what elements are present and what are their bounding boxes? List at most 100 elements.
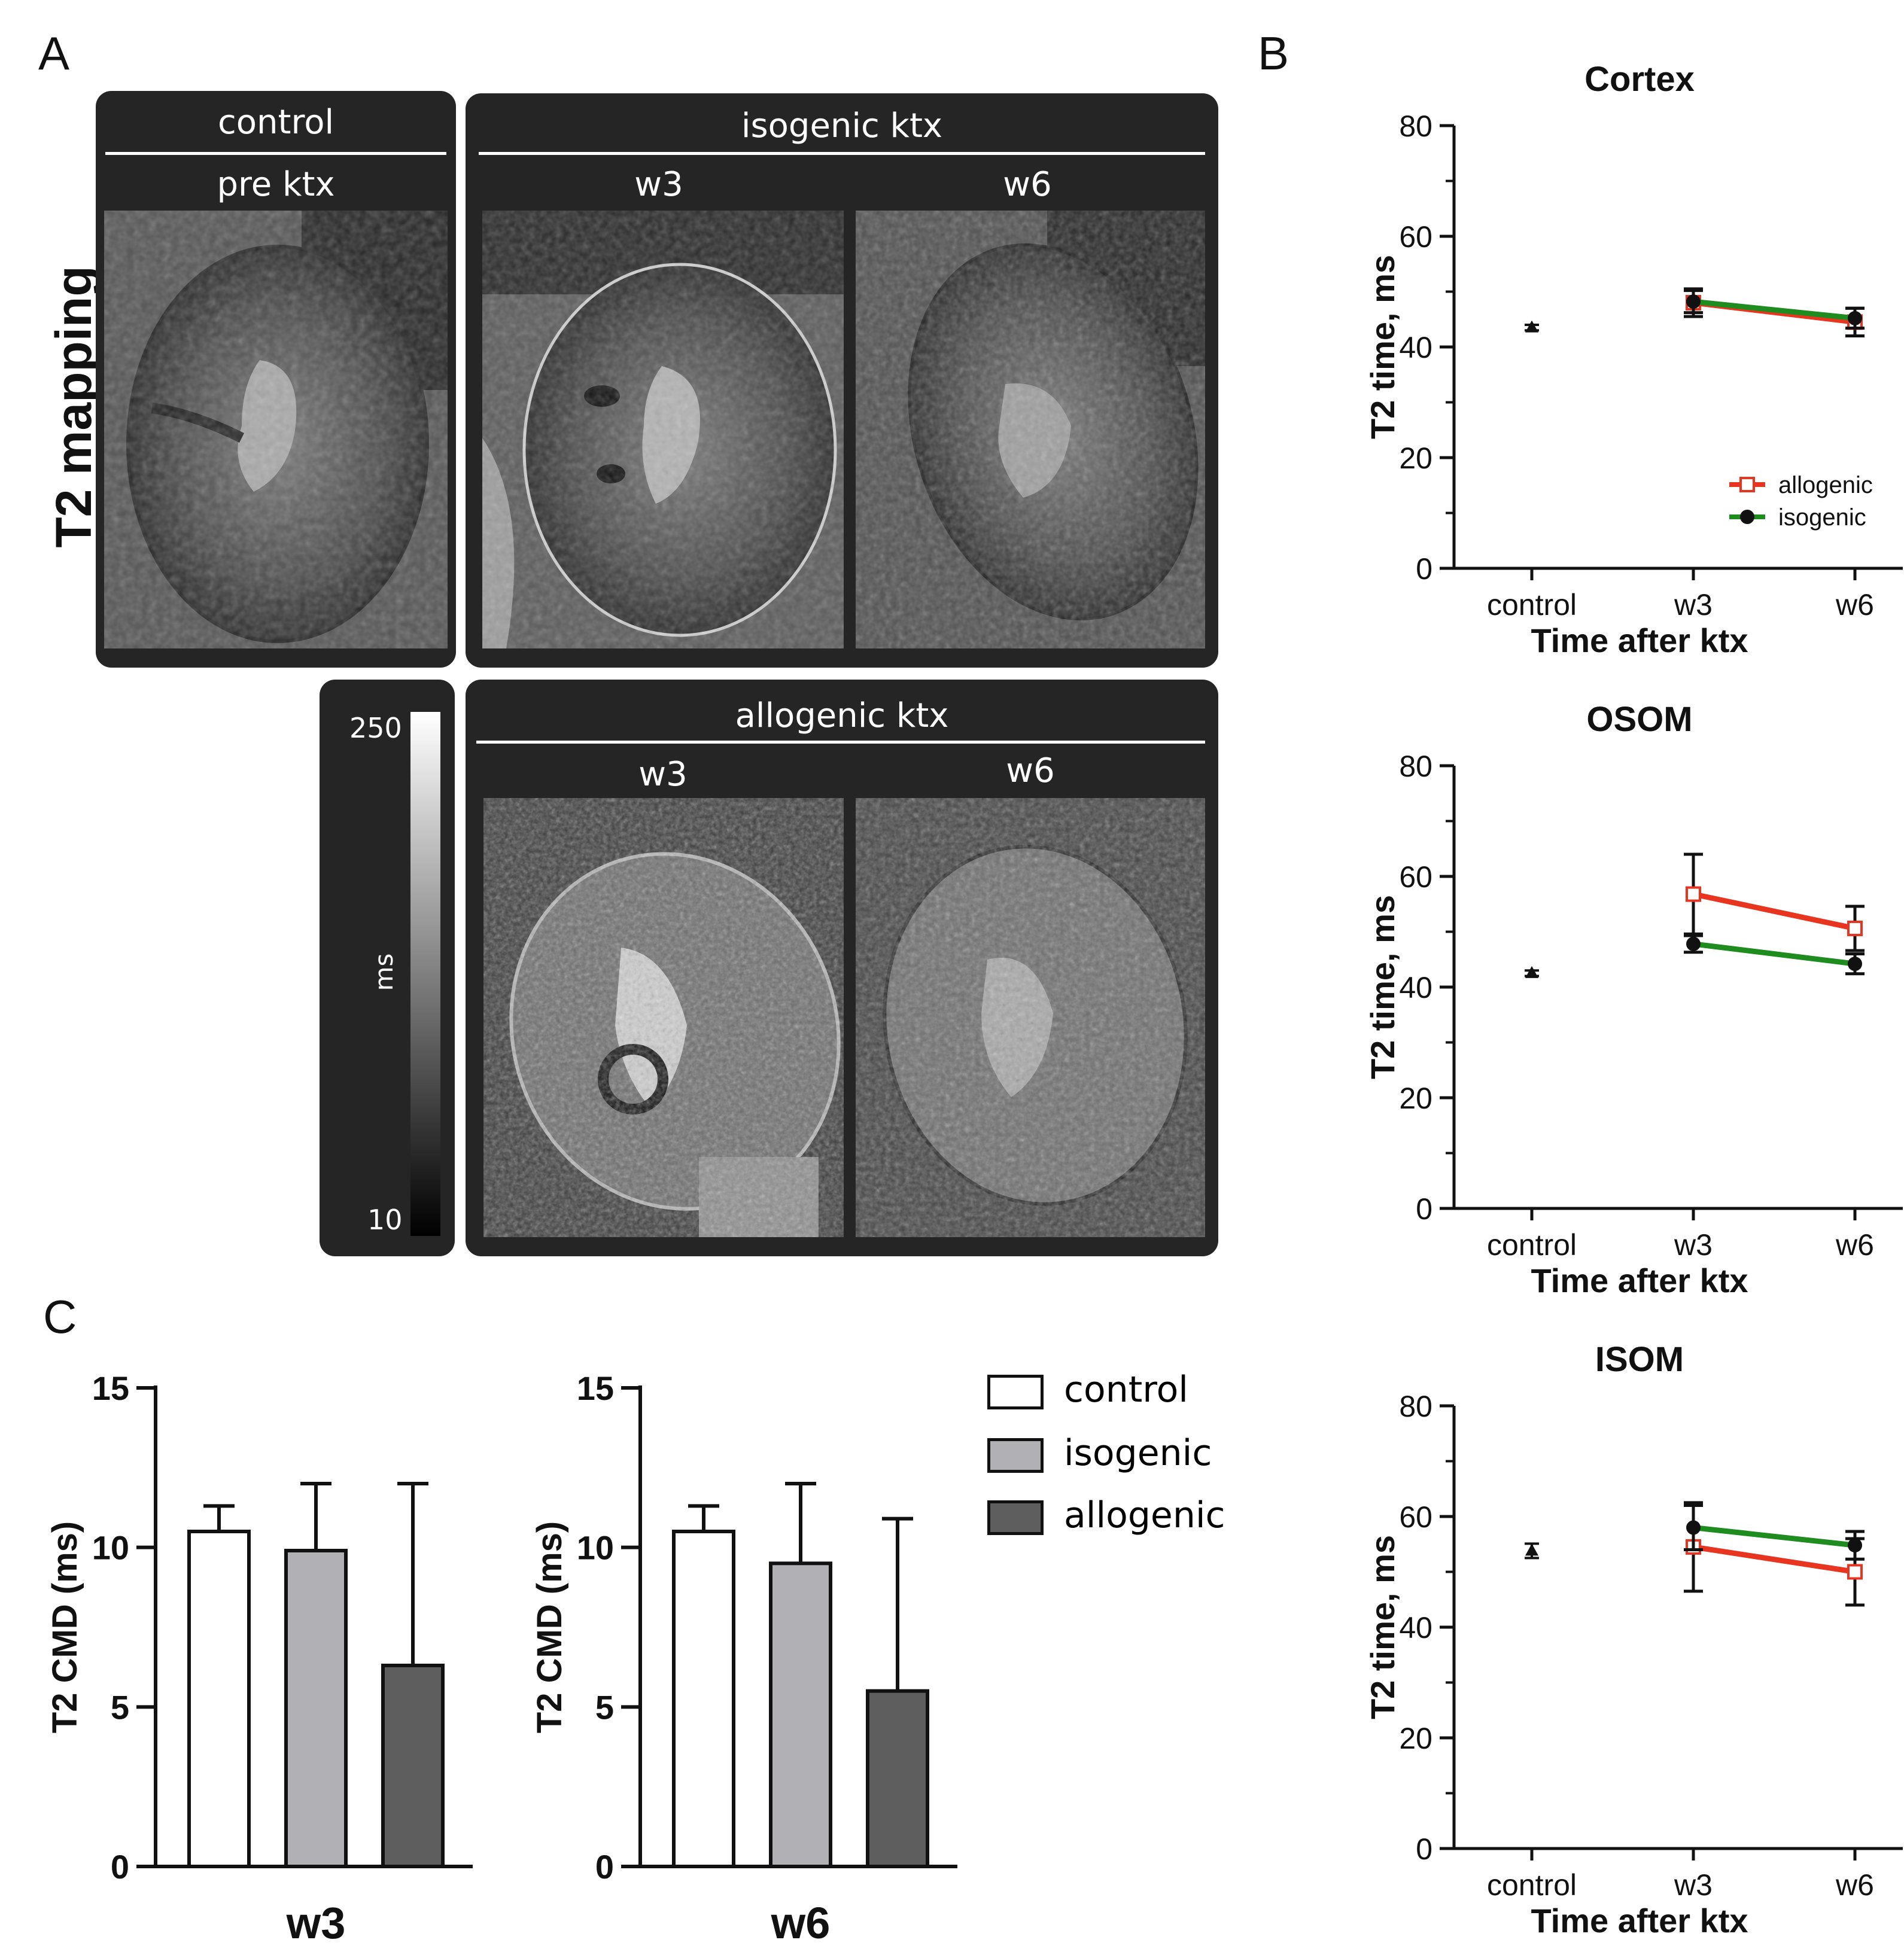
c0-y-tick-label-4: 80 xyxy=(1399,109,1432,143)
c0-x-tick-label-0: control xyxy=(1487,588,1577,622)
allogenic-col-w3: w3 xyxy=(638,755,688,794)
control-pre-ktx-scan xyxy=(104,211,448,648)
colorbar xyxy=(410,712,440,1236)
c0-legend-marker-isogenic xyxy=(1740,510,1754,524)
c2-y-tick-label-0: 0 xyxy=(1416,1832,1432,1866)
c1-control-point xyxy=(1525,966,1538,978)
c2-isogenic-point-2 xyxy=(1848,1538,1862,1553)
c1-allogenic-point-1 xyxy=(1686,886,1701,902)
c3-y-tick-label-0: 0 xyxy=(111,1848,129,1886)
isogenic-title: isogenic ktx xyxy=(741,106,943,145)
c4-bar-control xyxy=(672,1530,735,1868)
c2-allogenic-point-2 xyxy=(1847,1564,1863,1580)
c0-isogenic-point-1 xyxy=(1686,294,1701,309)
c0-x-tick-label-2: w6 xyxy=(1835,588,1874,622)
c3-bar-allogenic xyxy=(381,1664,445,1868)
c2-allogenic-line-0 xyxy=(1693,1544,1856,1575)
c0-x-tick-label-1: w3 xyxy=(1674,588,1713,622)
bar-legend: control isogenic allogenic xyxy=(987,1364,1239,1543)
c1-allogenic-point-2 xyxy=(1847,920,1863,936)
c3-y-tick-label-3: 15 xyxy=(92,1369,129,1407)
c1-isogenic-line-0 xyxy=(1693,941,1856,967)
c0-x-label: Time after ktx xyxy=(1531,622,1748,659)
c2-isogenic-point-1 xyxy=(1686,1520,1701,1535)
c2-control-point xyxy=(1525,1543,1538,1556)
legend-label-allogenic: allogenic xyxy=(1064,1494,1225,1536)
c0-legend-marker-allogenic xyxy=(1739,477,1755,492)
allogenic-w3-scan xyxy=(483,798,844,1237)
c2-y-tick-label-3: 60 xyxy=(1399,1500,1432,1534)
c4-x-title: w6 xyxy=(771,1898,831,1948)
c2-isogenic-line-0 xyxy=(1693,1525,1856,1548)
c3-x-title: w3 xyxy=(286,1898,346,1948)
w3-bar-chart: 0 5 10 15 T2 CMD (ms) w3 xyxy=(45,1369,473,1948)
c1-y-tick-label-3: 60 xyxy=(1399,860,1432,894)
c1-isogenic-point-2 xyxy=(1848,957,1862,972)
c0-y-tick-label-1: 20 xyxy=(1399,441,1432,475)
c0-y-label: T2 time, ms xyxy=(1364,255,1401,439)
c4-y-tick-label-0: 0 xyxy=(595,1848,614,1886)
t2-mapping-title-text: T2 mapping xyxy=(45,266,102,547)
c0-title: Cortex xyxy=(1584,60,1695,99)
isogenic-col-w3: w3 xyxy=(634,165,683,204)
c4-y-label: T2 CMD (ms) xyxy=(530,1521,569,1733)
allogenic-col-w6: w6 xyxy=(1006,751,1055,790)
c2-y-tick-label-1: 20 xyxy=(1399,1722,1432,1755)
c1-x-tick-label-1: w3 xyxy=(1674,1228,1713,1262)
c2-x-tick-label-0: control xyxy=(1487,1868,1577,1902)
colorbar-min-label: 10 xyxy=(367,1204,403,1236)
c0-y-tick-label-3: 60 xyxy=(1399,220,1432,254)
c3-bar-control xyxy=(187,1530,251,1868)
legend-label-control: control xyxy=(1064,1369,1188,1411)
control-col-label: pre ktx xyxy=(217,165,335,204)
c4-bar-isogenic xyxy=(769,1561,832,1868)
control-rule xyxy=(105,152,446,155)
osom-chart: OSOM 0 20 40 60 80 control w3 w6 Time after ktx T2… xyxy=(1364,700,1903,1299)
c1-title: OSOM xyxy=(1586,700,1692,739)
c2-x-tick-label-1: w3 xyxy=(1674,1868,1713,1902)
c3-y-label: T2 CMD (ms) xyxy=(45,1521,84,1733)
panel-letter-c: C xyxy=(43,1290,77,1343)
c2-title: ISOM xyxy=(1595,1340,1684,1379)
c0-control-point xyxy=(1525,320,1538,333)
c0-y-tick-label-2: 40 xyxy=(1399,331,1432,364)
allogenic-w6-scan xyxy=(856,798,1205,1237)
c4-y-tick-label-2: 10 xyxy=(577,1529,614,1567)
legend-swatch-isogenic xyxy=(987,1438,1044,1473)
c1-y-tick-label-1: 20 xyxy=(1399,1082,1432,1115)
colorbar-unit-text: ms xyxy=(371,954,399,991)
panel-letter-b: B xyxy=(1258,27,1289,80)
isogenic-w6-scan xyxy=(856,211,1205,648)
c0-isogenic-line-0 xyxy=(1693,299,1856,321)
legend-swatch-control xyxy=(987,1375,1044,1409)
c3-y-tick-label-2: 10 xyxy=(92,1529,129,1567)
c1-y-tick-label-0: 0 xyxy=(1416,1192,1432,1226)
allogenic-rule xyxy=(476,741,1205,744)
colorbar-unit: ms xyxy=(371,954,399,991)
c2-y-label: T2 time, ms xyxy=(1364,1535,1401,1719)
c4-bar-allogenic xyxy=(866,1689,929,1869)
c0-legend-label-isogenic: isogenic xyxy=(1778,504,1866,531)
w6-bar-chart: 0 5 10 15 T2 CMD (ms) w6 xyxy=(530,1369,957,1948)
control-title: control xyxy=(217,103,334,142)
c1-y-label: T2 time, ms xyxy=(1364,895,1401,1079)
allogenic-title: allogenic ktx xyxy=(735,696,949,735)
c4-y-tick-label-1: 5 xyxy=(595,1688,614,1726)
colorbar-max-label: 250 xyxy=(349,712,402,744)
c2-x-tick-label-2: w6 xyxy=(1835,1868,1874,1902)
c0-legend-label-allogenic: allogenic xyxy=(1778,472,1873,498)
legend-swatch-allogenic xyxy=(987,1500,1044,1535)
isogenic-rule xyxy=(479,152,1205,155)
c3-bar-isogenic xyxy=(284,1549,348,1868)
c3-y-tick-label-1: 5 xyxy=(111,1688,129,1726)
c1-x-label: Time after ktx xyxy=(1531,1262,1748,1299)
c1-allogenic-line-0 xyxy=(1693,891,1856,931)
isogenic-w3-scan xyxy=(482,211,844,648)
c1-x-tick-label-2: w6 xyxy=(1835,1228,1874,1262)
c2-x-label: Time after ktx xyxy=(1531,1902,1748,1939)
t2-mapping-title: T2 mapping xyxy=(45,266,102,547)
c1-isogenic-point-1 xyxy=(1686,936,1701,951)
c0-isogenic-point-2 xyxy=(1848,310,1862,325)
legend-label-isogenic: isogenic xyxy=(1064,1432,1212,1474)
c2-y-tick-label-4: 80 xyxy=(1399,1390,1432,1423)
